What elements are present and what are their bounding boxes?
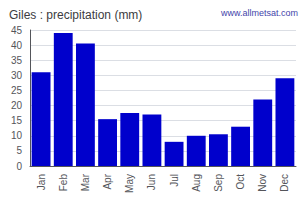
svg-text:Sep: Sep <box>213 174 224 192</box>
svg-text:45: 45 <box>11 25 23 36</box>
svg-text:10: 10 <box>11 130 23 141</box>
svg-text:30: 30 <box>11 70 23 81</box>
svg-text:20: 20 <box>11 100 23 111</box>
svg-text:May: May <box>124 174 135 193</box>
svg-text:Apr: Apr <box>102 173 113 189</box>
svg-text:25: 25 <box>11 85 23 96</box>
svg-text:35: 35 <box>11 55 23 66</box>
svg-text:Jan: Jan <box>36 174 47 190</box>
svg-text:5: 5 <box>16 145 22 156</box>
svg-text:0: 0 <box>16 161 22 172</box>
svg-text:Aug: Aug <box>191 174 202 192</box>
svg-text:Feb: Feb <box>58 174 69 192</box>
svg-text:www.allmetsat.com: www.allmetsat.com <box>220 8 298 18</box>
svg-text:Jun: Jun <box>146 174 157 190</box>
svg-text:40: 40 <box>11 40 23 51</box>
svg-text:Jul: Jul <box>169 174 180 187</box>
svg-text:Mar: Mar <box>80 173 91 191</box>
svg-text:Dec: Dec <box>279 174 290 192</box>
svg-text:15: 15 <box>11 115 23 126</box>
svg-text:Nov: Nov <box>257 174 268 192</box>
svg-text:Giles : precipitation (mm): Giles : precipitation (mm) <box>9 8 142 22</box>
svg-text:Oct: Oct <box>235 174 246 190</box>
